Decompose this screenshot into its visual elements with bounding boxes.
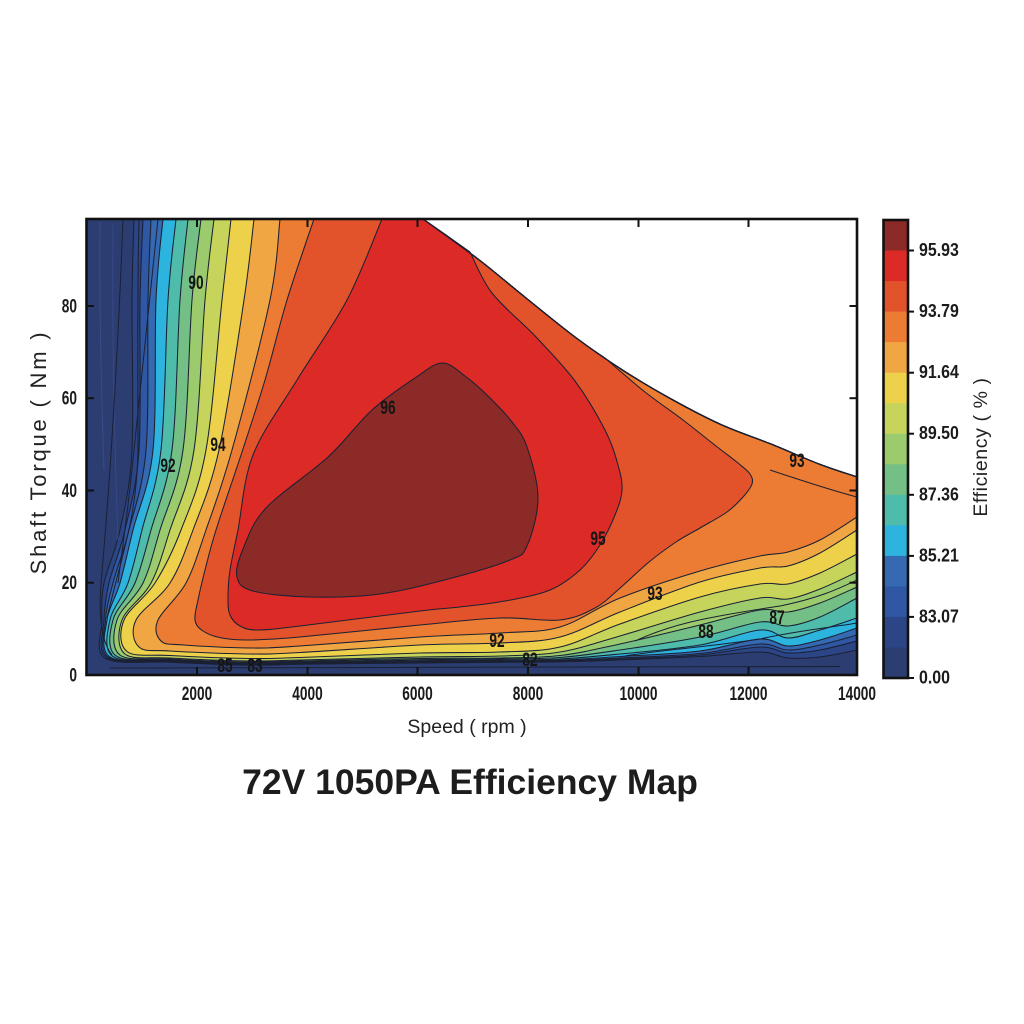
svg-text:40: 40 bbox=[62, 480, 77, 502]
svg-text:87.36: 87.36 bbox=[919, 483, 959, 504]
svg-text:12000: 12000 bbox=[729, 683, 767, 705]
svg-text:92: 92 bbox=[489, 630, 504, 652]
svg-text:8000: 8000 bbox=[513, 683, 543, 705]
svg-text:95: 95 bbox=[590, 528, 605, 550]
svg-text:85.21: 85.21 bbox=[919, 544, 959, 565]
svg-text:90: 90 bbox=[188, 272, 203, 294]
svg-text:0: 0 bbox=[69, 664, 77, 686]
svg-text:89.50: 89.50 bbox=[919, 422, 959, 443]
svg-text:82: 82 bbox=[522, 649, 537, 671]
svg-text:Shaft Torque ( Nm ): Shaft Torque ( Nm ) bbox=[26, 330, 51, 575]
svg-text:20: 20 bbox=[62, 572, 77, 594]
svg-text:96: 96 bbox=[380, 397, 395, 419]
svg-text:95.93: 95.93 bbox=[919, 239, 959, 260]
svg-text:2000: 2000 bbox=[182, 683, 212, 705]
svg-text:93.79: 93.79 bbox=[919, 300, 959, 321]
svg-text:80: 80 bbox=[62, 295, 77, 317]
svg-text:93: 93 bbox=[647, 583, 662, 605]
svg-text:83.07: 83.07 bbox=[919, 605, 959, 626]
svg-text:87: 87 bbox=[769, 607, 784, 629]
svg-text:72V 1050PA Efficiency Map: 72V 1050PA Efficiency Map bbox=[242, 762, 698, 802]
svg-text:88: 88 bbox=[698, 621, 713, 643]
svg-text:Speed ( rpm ): Speed ( rpm ) bbox=[407, 716, 526, 738]
svg-text:85: 85 bbox=[217, 655, 232, 677]
svg-text:60: 60 bbox=[62, 387, 77, 409]
svg-text:94: 94 bbox=[210, 434, 226, 456]
svg-text:0.00: 0.00 bbox=[919, 666, 950, 687]
svg-text:10000: 10000 bbox=[619, 683, 657, 705]
svg-text:91.64: 91.64 bbox=[919, 361, 959, 382]
svg-text:93: 93 bbox=[789, 450, 804, 472]
svg-text:6000: 6000 bbox=[402, 683, 432, 705]
svg-text:Efficiency ( % ): Efficiency ( % ) bbox=[970, 377, 992, 516]
svg-text:83: 83 bbox=[247, 655, 262, 677]
svg-text:4000: 4000 bbox=[292, 683, 322, 705]
svg-text:92: 92 bbox=[160, 455, 175, 477]
svg-text:14000: 14000 bbox=[838, 683, 876, 705]
